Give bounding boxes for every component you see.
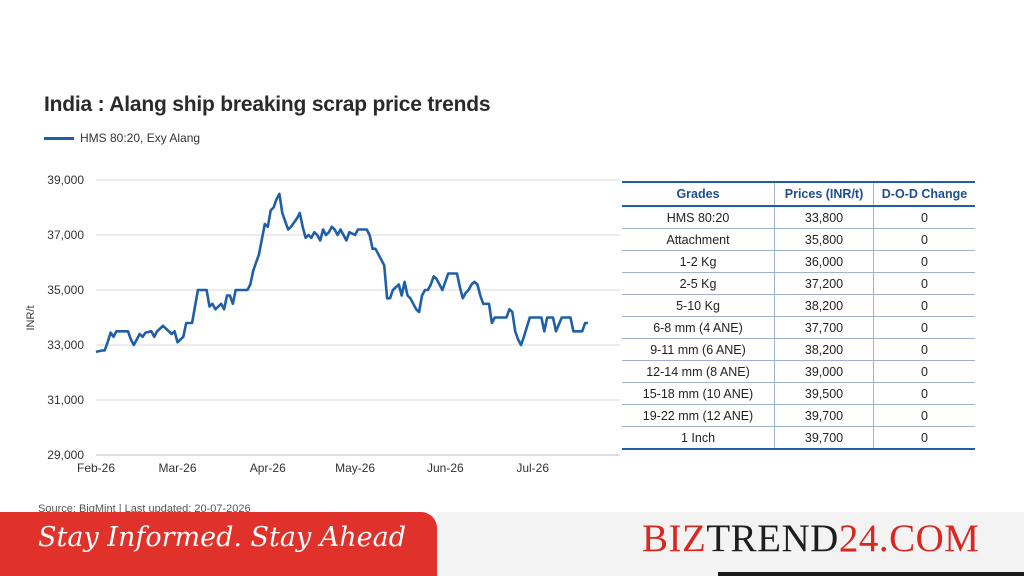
y-tick-label: 35,000 [47,283,84,297]
cell-grade: HMS 80:20 [622,206,775,229]
footer-tagline: Stay Informed. Stay Ahead [38,522,407,553]
table-header-row: Grades Prices (INR/t) D-O-D Change [622,181,975,207]
cell-grade: 9-11 mm (6 ANE) [622,338,775,361]
cell-dod-change: 0 [873,382,975,405]
cell-grade: 2-5 Kg [622,272,775,295]
cell-dod-change: 0 [873,360,975,383]
y-tick-label: 39,000 [47,173,84,187]
cell-price: 37,700 [774,316,874,339]
table-row: 2-5 Kg 37,200 0 [622,272,975,295]
cell-price: 39,700 [774,426,874,450]
cell-price: 39,500 [774,382,874,405]
header-grades: Grades [622,181,775,207]
x-tick-label: Jun-26 [427,461,464,475]
brand-part-trend: TREND [706,517,839,560]
table-row: 1-2 Kg 36,000 0 [622,250,975,273]
brand-part-24com: 24.COM [838,517,980,560]
y-axis-label: INR/t [25,305,37,330]
y-tick-label: 31,000 [47,393,84,407]
x-tick-label: Feb-26 [77,461,115,475]
header-prices: Prices (INR/t) [774,181,874,207]
footer-brand-area: BIZTREND24.COM [437,512,1024,576]
cell-dod-change: 0 [873,250,975,273]
table-row: 6-8 mm (4 ANE) 37,700 0 [622,316,975,339]
y-tick-label: 33,000 [47,338,84,352]
cell-price: 38,200 [774,294,874,317]
brand-part-biz: BIZ [642,517,707,560]
x-tick-label: Jul-26 [516,461,549,475]
footer-stripe [718,572,1024,576]
y-tick-label: 37,000 [47,228,84,242]
y-axis-ticks: 29,000 31,000 33,000 35,000 37,000 39,000 [47,173,84,462]
y-tick-label: 29,000 [47,448,84,462]
cell-grade: 6-8 mm (4 ANE) [622,316,775,339]
cell-dod-change: 0 [873,272,975,295]
table-row: HMS 80:20 33,800 0 [622,206,975,229]
cell-grade: 5-10 Kg [622,294,775,317]
chart-legend: HMS 80:20, Exy Alang [44,131,200,145]
x-tick-label: Mar-26 [159,461,197,475]
cell-dod-change: 0 [873,228,975,251]
cell-price: 39,700 [774,404,874,427]
brand-logo[interactable]: BIZTREND24.COM [642,516,979,561]
chart-title: India : Alang ship breaking scrap price … [44,93,491,116]
cell-dod-change: 0 [873,404,975,427]
footer-tagline-banner: Stay Informed. Stay Ahead [0,512,437,576]
x-tick-label: Apr-26 [250,461,286,475]
cell-grade: 1-2 Kg [622,250,775,273]
cell-dod-change: 0 [873,294,975,317]
price-table: Grades Prices (INR/t) D-O-D Change HMS 8… [622,181,975,450]
cell-dod-change: 0 [873,426,975,450]
cell-price: 35,800 [774,228,874,251]
cell-grade: 12-14 mm (8 ANE) [622,360,775,383]
gridlines [96,179,620,456]
cell-grade: 19-22 mm (12 ANE) [622,404,775,427]
cell-grade: 1 Inch [622,426,775,450]
cell-dod-change: 0 [873,338,975,361]
cell-price: 33,800 [774,206,874,229]
legend-swatch [44,136,74,140]
cell-price: 38,200 [774,338,874,361]
cell-dod-change: 0 [873,206,975,229]
table-row: 1 Inch 39,700 0 [622,426,975,450]
cell-price: 39,000 [774,360,874,383]
header-dod-change: D-O-D Change [873,181,975,207]
cell-price: 36,000 [774,250,874,273]
cell-dod-change: 0 [873,316,975,339]
table-row: 9-11 mm (6 ANE) 38,200 0 [622,338,975,361]
legend-label: HMS 80:20, Exy Alang [80,131,201,145]
cell-price: 37,200 [774,272,874,295]
table-row: 12-14 mm (8 ANE) 39,000 0 [622,360,975,383]
table-row: Attachment 35,800 0 [622,228,975,251]
cell-grade: 15-18 mm (10 ANE) [622,382,775,405]
x-tick-label: May-26 [335,461,375,475]
x-axis-ticks: Feb-26 Mar-26 Apr-26 May-26 Jun-26 Jul-26 [77,461,549,475]
table-row: 15-18 mm (10 ANE) 39,500 0 [622,382,975,405]
table-row: 5-10 Kg 38,200 0 [622,294,975,317]
cell-grade: Attachment [622,228,775,251]
series-layer [95,192,588,354]
table-row: 19-22 mm (12 ANE) 39,700 0 [622,404,975,427]
series-line [95,192,588,354]
